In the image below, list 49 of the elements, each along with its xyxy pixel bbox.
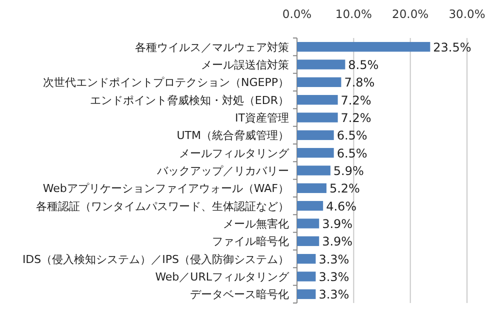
x-tick-label: 30.0% [448,7,486,21]
y-tick-label: 各種ウイルス／マルウェア対策 [135,40,289,54]
data-label: 4.6% [326,199,357,214]
bar [297,112,338,122]
y-tick-label: データベース暗号化 [190,288,289,302]
x-tick-label: 10.0% [335,7,372,21]
y-tick-label: メール無害化 [223,218,289,230]
data-label: 7.2% [340,93,372,108]
x-tick-label: 0.0% [282,7,312,21]
data-label: 7.8% [344,76,375,90]
data-label: 5.9% [333,164,364,178]
data-label: 3.9% [322,217,353,231]
y-tick-label: ファイル暗号化 [212,235,289,248]
bar [297,218,320,228]
data-label: 5.2% [329,182,360,196]
bar [297,42,430,52]
data-label: 3.9% [322,234,353,249]
y-tick-label: 各種認証（ワンタイムパスワード、生体認証など） [36,200,289,213]
data-label: 23.5% [433,40,472,54]
bar [297,289,316,300]
bar [297,166,330,176]
y-tick-label: 次世代エンドポイントプロテクション（NGEPP） [43,76,289,90]
bar [297,200,324,211]
data-label: 3.3% [318,288,350,302]
y-tick-label: バックアップ／リカバリー [156,164,289,178]
y-tick-label: メール誤送信対策 [201,58,289,72]
data-label: 3.3% [318,252,350,266]
y-tick-label: メールフィルタリング [179,146,290,160]
bar [297,60,346,70]
y-tick-label: UTM（統合脅威管理） [176,129,289,142]
bar [297,94,338,105]
bar [297,236,320,246]
y-tick-label: IT資産管理 [235,112,289,124]
bar [297,254,316,264]
data-label: 6.5% [336,146,368,160]
data-label: 8.5% [348,58,379,72]
y-tick-label: IDS（侵入検知システム）／IPS（侵入防御システム） [22,252,289,266]
bar [297,183,326,194]
data-label: 6.5% [336,128,368,143]
bar [297,77,342,88]
data-label: 7.2% [340,111,372,125]
x-tick-label: 20.0% [392,7,429,21]
y-tick-label: Web／URLフィルタリング [155,270,290,284]
y-tick-label: エンドポイント脅威検知・対処（EDR） [90,94,289,107]
y-tick-label: Webアプリケーションファイアウォール（WAF） [42,182,289,196]
bar [297,148,334,158]
bar [297,272,316,282]
data-label: 3.3% [318,270,350,284]
bar [297,130,334,140]
